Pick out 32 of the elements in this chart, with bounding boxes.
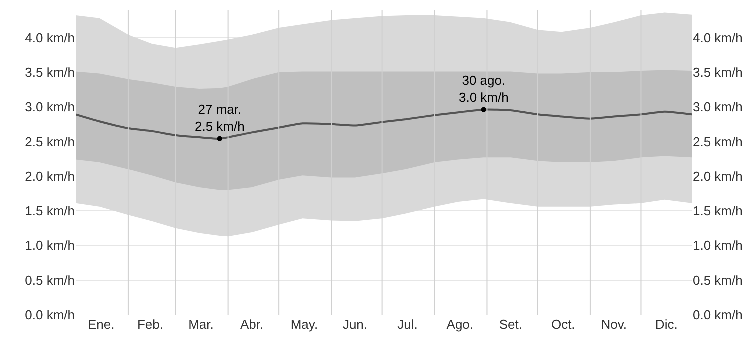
x-tick-label: Abr. — [240, 317, 264, 332]
y-tick-label: 0.0 km/h — [25, 308, 75, 323]
y-tick-label: 4.0 km/h — [25, 30, 75, 46]
y-tick-label: 3.5 km/h — [25, 64, 75, 80]
y2-tick-label: 2.0 km/h — [693, 168, 743, 184]
y-tick-label: 1.5 km/h — [25, 204, 75, 219]
y2-tick-label: 4.0 km/h — [693, 30, 743, 46]
y-tick-label: 1.0 km/h — [25, 238, 75, 254]
y2-tick-label: 3.5 km/h — [693, 64, 743, 80]
y-tick-label: 0.5 km/h — [25, 272, 75, 288]
x-tick-label: Oct. — [551, 317, 576, 332]
x-tick-label: Ene. — [88, 317, 115, 332]
x-tick-label: May. — [290, 317, 318, 332]
y-tick-label: 3.0 km/h — [25, 100, 75, 115]
y2-tick-label: 0.0 km/h — [693, 308, 743, 323]
x-tick-label: Nov. — [601, 317, 628, 332]
x-tick-label: Jul. — [398, 317, 418, 332]
y-tick-label: 2.0 km/h — [25, 168, 75, 184]
y-tick-label: 2.5 km/h — [25, 134, 75, 150]
x-tick-label: Dic. — [655, 317, 678, 332]
y2-tick-label: 3.0 km/h — [693, 100, 743, 115]
annotation: 27 mar. 2.5 km/h — [195, 102, 245, 134]
y2-tick-label: 1.5 km/h — [693, 204, 743, 219]
y2-tick-label: 1.0 km/h — [693, 238, 743, 254]
x-tick-label: Mar. — [188, 317, 214, 332]
y2-tick-label: 2.5 km/h — [693, 134, 743, 150]
x-tick-label: Feb. — [137, 317, 164, 332]
x-tick-label: Jun. — [342, 317, 368, 332]
x-tick-label: Set. — [499, 317, 522, 332]
y2-tick-label: 0.5 km/h — [693, 272, 743, 288]
x-tick-label: Ago. — [446, 317, 474, 332]
annotation: 30 ago. 3.0 km/h — [459, 73, 509, 105]
